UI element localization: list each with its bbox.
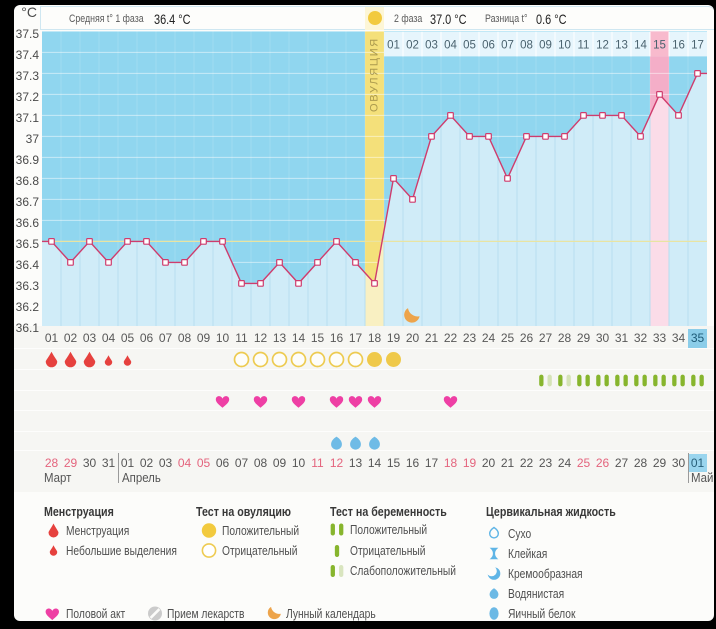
svg-text:02: 02	[406, 39, 419, 51]
svg-text:ОВУЛЯЦИЯ: ОВУЛЯЦИЯ	[369, 37, 381, 112]
svg-text:04: 04	[444, 39, 457, 51]
svg-text:06: 06	[482, 39, 495, 51]
svg-text:03: 03	[425, 39, 438, 51]
svg-text:10: 10	[558, 39, 571, 51]
svg-text:14: 14	[634, 39, 647, 51]
svg-text:05: 05	[463, 39, 476, 51]
svg-text:09: 09	[539, 39, 552, 51]
svg-text:12: 12	[596, 39, 609, 51]
svg-text:13: 13	[615, 39, 628, 51]
svg-text:07: 07	[501, 39, 514, 51]
svg-text:15: 15	[653, 39, 666, 51]
svg-text:08: 08	[520, 39, 533, 51]
svg-text:01: 01	[387, 39, 400, 51]
svg-text:16: 16	[672, 39, 685, 51]
svg-text:11: 11	[578, 39, 590, 51]
svg-text:17: 17	[691, 39, 704, 51]
